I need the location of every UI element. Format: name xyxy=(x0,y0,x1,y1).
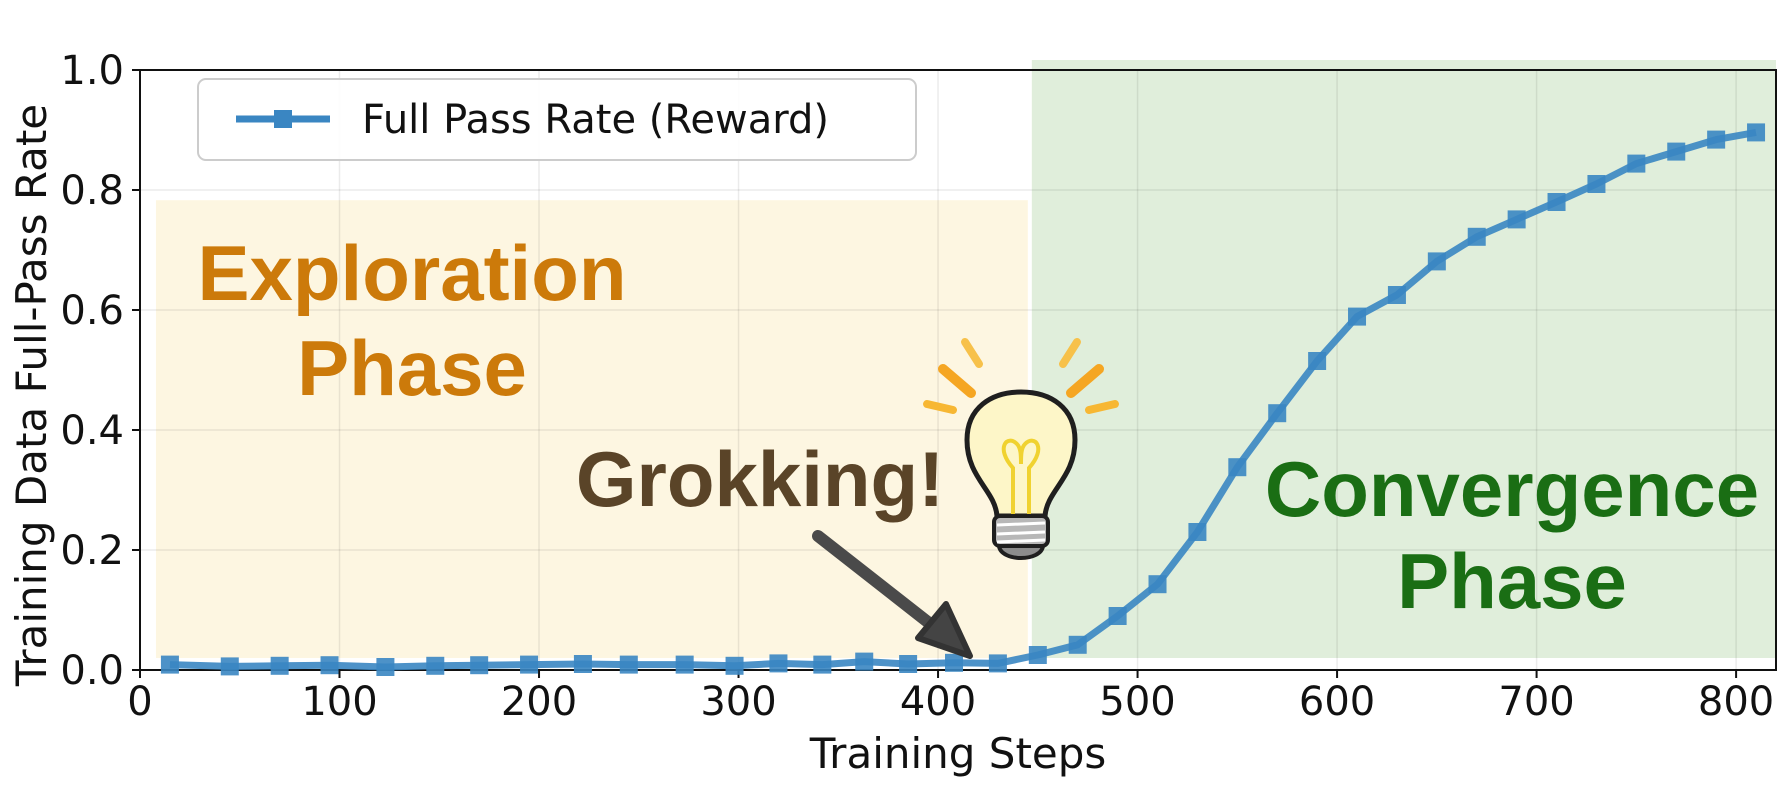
legend-label: Full Pass Rate (Reward) xyxy=(362,97,829,143)
data-point xyxy=(1627,154,1646,173)
data-point xyxy=(220,657,239,676)
y-tick-label: 1.0 xyxy=(60,48,124,94)
data-point xyxy=(160,655,179,674)
data-point xyxy=(270,656,289,675)
x-tick-label: 200 xyxy=(501,679,577,725)
data-point xyxy=(1547,193,1566,211)
data-point xyxy=(813,655,832,674)
data-point xyxy=(520,655,539,674)
legend-marker-swatch xyxy=(274,110,292,128)
data-point xyxy=(1108,607,1127,625)
x-tick-label: 800 xyxy=(1698,679,1774,725)
y-tick-label: 0.4 xyxy=(60,408,124,454)
axis-ticks: 0 100 200 300 400 500 600 700 800 0.0 0.2 0.4 0.6 0.8… xyxy=(60,48,1774,725)
data-point xyxy=(320,656,339,675)
data-point xyxy=(1467,227,1486,246)
data-point xyxy=(1707,130,1726,149)
y-tick-label: 0.2 xyxy=(60,528,124,574)
data-point xyxy=(1348,307,1367,326)
data-point xyxy=(1068,635,1087,654)
phase-label-line: Exploration xyxy=(197,229,626,317)
data-point xyxy=(769,654,788,673)
data-point xyxy=(945,653,964,672)
data-point xyxy=(1228,458,1247,477)
data-point xyxy=(1387,286,1406,304)
legend-box xyxy=(197,78,917,161)
data-point xyxy=(1587,175,1606,193)
data-point xyxy=(899,655,918,673)
light-rays xyxy=(923,338,1119,414)
data-point xyxy=(426,656,445,675)
data-point xyxy=(725,656,744,675)
y-tick-label: 0.8 xyxy=(60,168,124,214)
data-point xyxy=(1308,352,1327,370)
data-point xyxy=(1507,210,1526,229)
x-tick-label: 100 xyxy=(301,679,377,725)
lightbulb-icon xyxy=(923,338,1119,560)
x-tick-label: 600 xyxy=(1299,679,1375,725)
data-point xyxy=(376,658,395,676)
grokking-annotation: Grokking! xyxy=(576,435,944,523)
x-tick-label: 0 xyxy=(127,679,152,725)
data-point xyxy=(619,655,638,674)
data-point xyxy=(988,654,1007,673)
y-axis-title: Training Data Full-Pass Rate xyxy=(7,104,56,687)
legend: Full Pass Rate (Reward) xyxy=(197,78,917,161)
data-point xyxy=(1268,404,1287,423)
x-tick-label: 700 xyxy=(1498,679,1574,725)
data-point xyxy=(1188,523,1207,541)
data-point xyxy=(1747,123,1766,142)
convergence-phase-label: Convergence Phase xyxy=(1265,445,1759,625)
data-point xyxy=(573,655,592,673)
x-tick-label: 500 xyxy=(1099,679,1175,725)
data-point xyxy=(1028,646,1047,664)
data-point xyxy=(1667,142,1686,161)
data-point xyxy=(855,652,874,671)
phase-label-line: Phase xyxy=(1397,537,1627,625)
series-layer xyxy=(160,123,1766,676)
x-tick-label: 400 xyxy=(900,679,976,725)
exploration-phase-label: Exploration Phase xyxy=(197,229,626,412)
data-point xyxy=(1148,575,1167,594)
phase-label-line: Phase xyxy=(297,324,527,412)
data-point xyxy=(470,656,489,675)
x-tick-label: 300 xyxy=(700,679,776,725)
y-tick-label: 0.6 xyxy=(60,288,124,334)
x-axis-title: Training Steps xyxy=(809,729,1107,778)
phase-label-line: Convergence xyxy=(1265,445,1759,533)
y-tick-label: 0.0 xyxy=(60,648,124,694)
grokking-arrow xyxy=(812,530,973,659)
data-point xyxy=(1427,252,1446,271)
data-point xyxy=(675,655,694,674)
